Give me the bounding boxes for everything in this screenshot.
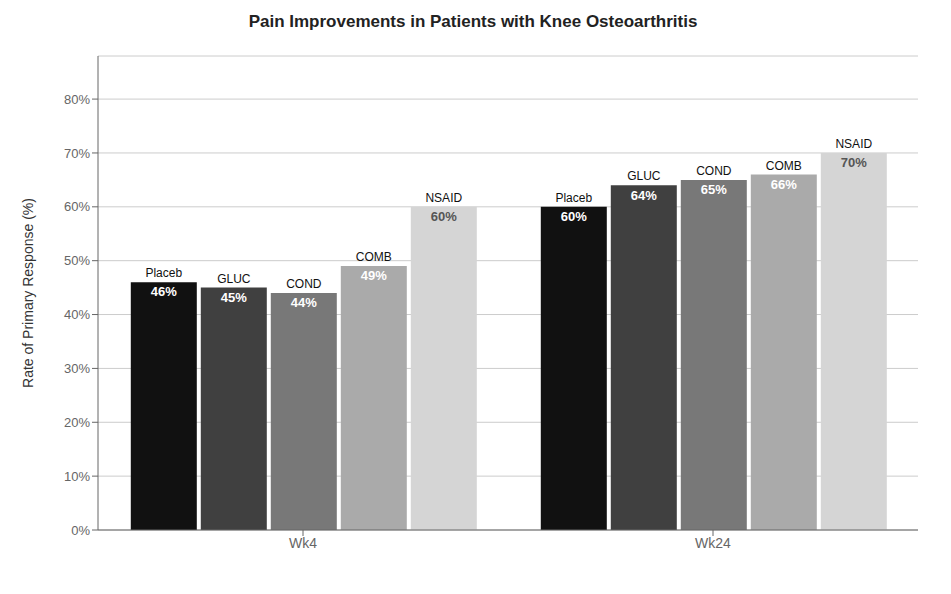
- svg-text:Wk24: Wk24: [695, 535, 731, 551]
- svg-text:70%: 70%: [64, 146, 90, 161]
- svg-text:64%: 64%: [631, 188, 657, 203]
- svg-text:0%: 0%: [71, 523, 90, 538]
- svg-text:30%: 30%: [64, 361, 90, 376]
- svg-text:49%: 49%: [361, 268, 387, 283]
- svg-text:46%: 46%: [151, 284, 177, 299]
- svg-text:Placeb: Placeb: [145, 266, 182, 280]
- svg-text:COMB: COMB: [766, 159, 802, 173]
- html-text:Pain Improvements in Patients: Pain Improvements in Patients with Knee …: [248, 12, 698, 31]
- svg-text:45%: 45%: [221, 290, 247, 305]
- svg-text:44%: 44%: [291, 295, 317, 310]
- svg-text:70%: 70%: [841, 155, 867, 170]
- svg-text:60%: 60%: [431, 209, 457, 224]
- svg-text:Wk4: Wk4: [289, 535, 317, 551]
- svg-text:40%: 40%: [64, 307, 90, 322]
- svg-text:10%: 10%: [64, 469, 90, 484]
- svg-text:50%: 50%: [64, 253, 90, 268]
- svg-text:GLUC: GLUC: [627, 169, 661, 183]
- svg-text:65%: 65%: [701, 182, 727, 197]
- svg-text:60%: 60%: [561, 209, 587, 224]
- svg-text:COND: COND: [696, 164, 732, 178]
- svg-text:66%: 66%: [771, 177, 797, 192]
- svg-text:NSAID: NSAID: [835, 137, 872, 151]
- svg-text:80%: 80%: [64, 92, 90, 107]
- svg-text:COND: COND: [286, 277, 322, 291]
- svg-text:60%: 60%: [64, 199, 90, 214]
- svg-text:20%: 20%: [64, 415, 90, 430]
- svg-text:NSAID: NSAID: [425, 191, 462, 205]
- svg-text:GLUC: GLUC: [217, 272, 251, 286]
- svg-text:COMB: COMB: [356, 250, 392, 264]
- svg-text:Rate of Primary Response (%): Rate of Primary Response (%): [20, 198, 36, 388]
- svg-text:Placeb: Placeb: [555, 191, 592, 205]
